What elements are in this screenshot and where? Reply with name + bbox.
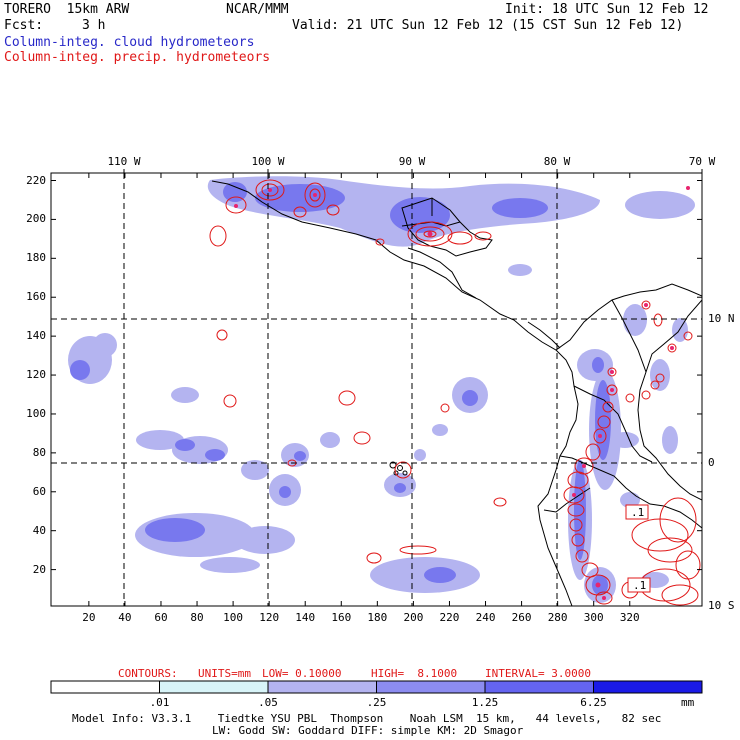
plot-frame bbox=[50, 172, 703, 607]
x-tick-label: 120 bbox=[259, 611, 280, 624]
colorbar-level-label: 6.25 bbox=[580, 696, 607, 709]
y-tick-label: 100 bbox=[26, 406, 46, 420]
x-tick-label: 260 bbox=[511, 611, 532, 624]
longitude-label: 70 W bbox=[688, 155, 716, 168]
graticule bbox=[51, 173, 702, 606]
y-tick-label: 140 bbox=[26, 329, 46, 343]
latitude-label: 10 N bbox=[708, 312, 735, 325]
y-tick-label: 20 bbox=[32, 562, 46, 576]
x-tick-label: 320 bbox=[619, 611, 640, 624]
x-tick-label: 60 bbox=[154, 611, 168, 624]
x-tick-label: 240 bbox=[475, 611, 496, 624]
longitude-label: 90 W bbox=[398, 155, 426, 168]
y-tick-label: 80 bbox=[32, 445, 46, 459]
colorbar-segment bbox=[50, 680, 160, 694]
contours-units: UNITS=mm bbox=[198, 667, 251, 680]
colorbar-segment bbox=[376, 680, 486, 694]
y-tick-label: 60 bbox=[32, 484, 46, 498]
x-tick-label: 180 bbox=[367, 611, 388, 624]
y-tick-label: 160 bbox=[26, 290, 46, 304]
x-tick-label: 220 bbox=[439, 611, 460, 624]
colorbar-segment bbox=[484, 680, 594, 694]
center-name: NCAR/MMM bbox=[226, 2, 289, 17]
contour-box-label: .1 bbox=[631, 506, 645, 519]
longitude-label: 100 W bbox=[251, 155, 285, 168]
x-tick-label: 80 bbox=[190, 611, 204, 624]
y-tick-label: 200 bbox=[26, 212, 46, 226]
model-info-line: Model Info: V3.3.1 Tiedtke YSU PBL Thomp… bbox=[72, 712, 662, 725]
x-tick-label: 160 bbox=[331, 611, 352, 624]
colorbar-level-label: .01 bbox=[149, 696, 170, 709]
physics-info-line: LW: Godd SW: Goddard DIFF: simple KM: 2D… bbox=[212, 724, 524, 737]
colorbar-segment bbox=[159, 680, 269, 694]
y-tick-label: 120 bbox=[26, 368, 46, 382]
x-tick-label: 280 bbox=[547, 611, 568, 624]
x-tick-label: 140 bbox=[295, 611, 316, 624]
precip-maxima-dots bbox=[234, 186, 690, 600]
colorbar-segment bbox=[267, 680, 377, 694]
legend-precip-hydrometeors: Column-integ. precip. hydrometeors bbox=[4, 50, 271, 65]
colorbar-level-label: .25 bbox=[366, 696, 387, 709]
y-tick-label: 180 bbox=[26, 251, 46, 265]
contours-interval: INTERVAL= 3.0000 bbox=[485, 667, 591, 680]
model-name: TORERO 15km ARW bbox=[4, 2, 130, 17]
x-tick-label: 300 bbox=[583, 611, 604, 624]
x-tick-label: 40 bbox=[118, 611, 132, 624]
x-tick-label: 20 bbox=[82, 611, 96, 624]
init-time: Init: 18 UTC Sun 12 Feb 12 bbox=[505, 2, 709, 17]
longitude-label: 80 W bbox=[543, 155, 571, 168]
longitude-label: 110 W bbox=[107, 155, 141, 168]
legend-cloud-hydrometeors: Column-integ. cloud hydrometeors bbox=[4, 35, 255, 50]
contour-label-boxes bbox=[625, 504, 651, 593]
colorbar-level-label: 1.25 bbox=[471, 696, 499, 709]
x-tick-label: 100 bbox=[223, 611, 244, 624]
contours-low: LOW= 0.10000 bbox=[262, 667, 342, 680]
y-tick-label: 220 bbox=[26, 173, 46, 187]
contours-high: HIGH= 8.1000 bbox=[371, 667, 458, 680]
latitude-label: 0 bbox=[708, 456, 715, 469]
colorbar-level-label: .05 bbox=[258, 696, 278, 709]
colorbar-segment bbox=[593, 680, 703, 694]
forecast-hour: 3 h bbox=[82, 18, 106, 33]
contour-box-label: .1 bbox=[633, 579, 647, 592]
axis-ticks bbox=[51, 169, 703, 606]
x-tick-label: 200 bbox=[403, 611, 424, 624]
latitude-label: 10 S bbox=[708, 599, 735, 612]
y-tick-label: 40 bbox=[32, 523, 46, 537]
valid-time: Valid: 21 UTC Sun 12 Feb 12 (15 CST Sun … bbox=[292, 18, 684, 33]
colorbar-unit: mm bbox=[681, 696, 695, 709]
forecast-label: Fcst: bbox=[4, 18, 44, 33]
contours-label: CONTOURS: bbox=[118, 667, 178, 680]
